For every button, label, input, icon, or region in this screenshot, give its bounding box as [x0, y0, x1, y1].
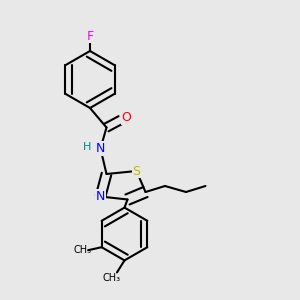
Text: F: F	[86, 29, 94, 43]
Text: CH₃: CH₃	[103, 273, 121, 284]
Text: H: H	[83, 142, 91, 152]
Text: O: O	[122, 111, 131, 124]
Text: S: S	[133, 164, 140, 178]
Text: N: N	[96, 142, 105, 155]
Text: N: N	[96, 190, 105, 203]
Text: CH₃: CH₃	[74, 245, 92, 255]
